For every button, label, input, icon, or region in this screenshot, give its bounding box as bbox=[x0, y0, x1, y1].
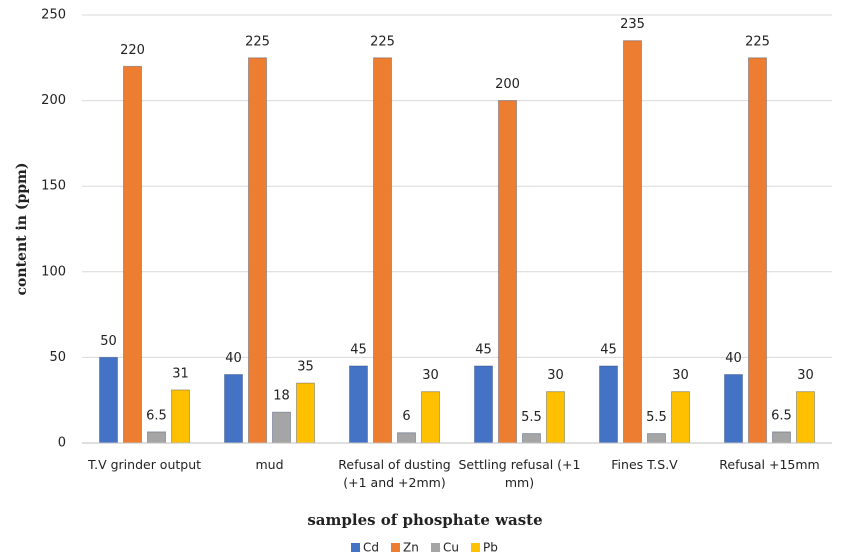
value-label: 6.5 bbox=[146, 408, 167, 423]
bar bbox=[546, 391, 565, 444]
bar bbox=[724, 374, 743, 444]
bar bbox=[171, 389, 190, 444]
value-label: 45 bbox=[350, 342, 367, 357]
bar bbox=[498, 100, 517, 444]
legend-swatch bbox=[391, 543, 400, 552]
bar bbox=[772, 431, 791, 444]
legend-label: Cu bbox=[443, 541, 459, 555]
bar bbox=[421, 391, 440, 444]
bar bbox=[647, 433, 666, 444]
bar bbox=[474, 365, 493, 444]
x-tick-label: T.V grinder output bbox=[87, 457, 202, 472]
y-tick-label: 200 bbox=[41, 93, 66, 108]
bar bbox=[349, 365, 368, 444]
value-label: 30 bbox=[797, 368, 814, 383]
value-label: 6 bbox=[402, 409, 410, 424]
value-label: 35 bbox=[297, 360, 314, 375]
bar bbox=[99, 356, 118, 444]
legend-swatch bbox=[471, 543, 480, 552]
value-label: 30 bbox=[672, 368, 689, 383]
value-label: 220 bbox=[120, 43, 145, 58]
value-label: 30 bbox=[547, 368, 564, 383]
value-label: 31 bbox=[172, 366, 189, 381]
bar bbox=[522, 433, 541, 444]
value-label: 5.5 bbox=[646, 410, 667, 425]
bar bbox=[599, 365, 618, 444]
x-axis-title: samples of phosphate waste bbox=[307, 511, 542, 529]
bar bbox=[147, 431, 166, 444]
bar bbox=[397, 432, 416, 444]
y-tick-label: 250 bbox=[41, 8, 66, 23]
value-label: 18 bbox=[273, 389, 290, 404]
value-label: 40 bbox=[225, 351, 242, 366]
legend-swatch bbox=[351, 543, 360, 552]
value-label: 225 bbox=[745, 34, 770, 49]
x-tick-label: Refusal +15mm bbox=[719, 457, 820, 472]
x-tick-label: mud bbox=[255, 457, 284, 472]
value-label: 225 bbox=[245, 34, 270, 49]
legend-label: Zn bbox=[403, 541, 419, 555]
bar bbox=[123, 65, 142, 444]
value-label: 45 bbox=[600, 342, 617, 357]
y-axis-title: content in (ppm) bbox=[14, 163, 30, 296]
legend-swatch bbox=[431, 543, 440, 552]
y-tick-label: 50 bbox=[49, 350, 66, 365]
y-tick-label: 150 bbox=[41, 179, 66, 194]
value-label: 30 bbox=[422, 368, 439, 383]
y-tick-label: 0 bbox=[58, 436, 66, 451]
value-label: 5.5 bbox=[521, 410, 542, 425]
value-label: 235 bbox=[620, 17, 645, 32]
x-tick-label: Fines T.S.V bbox=[611, 457, 678, 472]
value-label: 40 bbox=[725, 351, 742, 366]
bar bbox=[623, 40, 642, 444]
bar bbox=[373, 57, 392, 444]
x-tick-label: Settling refusal (+1 mm) bbox=[458, 457, 581, 490]
bar bbox=[224, 374, 243, 444]
bar bbox=[748, 57, 767, 444]
value-label: 45 bbox=[475, 342, 492, 357]
bar bbox=[296, 382, 315, 444]
bar bbox=[796, 391, 815, 444]
x-tick-label: Refusal of dusting (+1 and +2mm) bbox=[338, 457, 451, 490]
value-label: 50 bbox=[100, 334, 117, 349]
legend-label: Cd bbox=[363, 541, 379, 555]
value-label: 200 bbox=[495, 77, 520, 92]
legend-label: Pb bbox=[483, 541, 498, 555]
value-label: 6.5 bbox=[771, 408, 792, 423]
y-tick-label: 100 bbox=[41, 264, 66, 279]
bar bbox=[671, 391, 690, 444]
bar bbox=[272, 411, 291, 444]
value-label: 225 bbox=[370, 34, 395, 49]
bar bbox=[248, 57, 267, 444]
